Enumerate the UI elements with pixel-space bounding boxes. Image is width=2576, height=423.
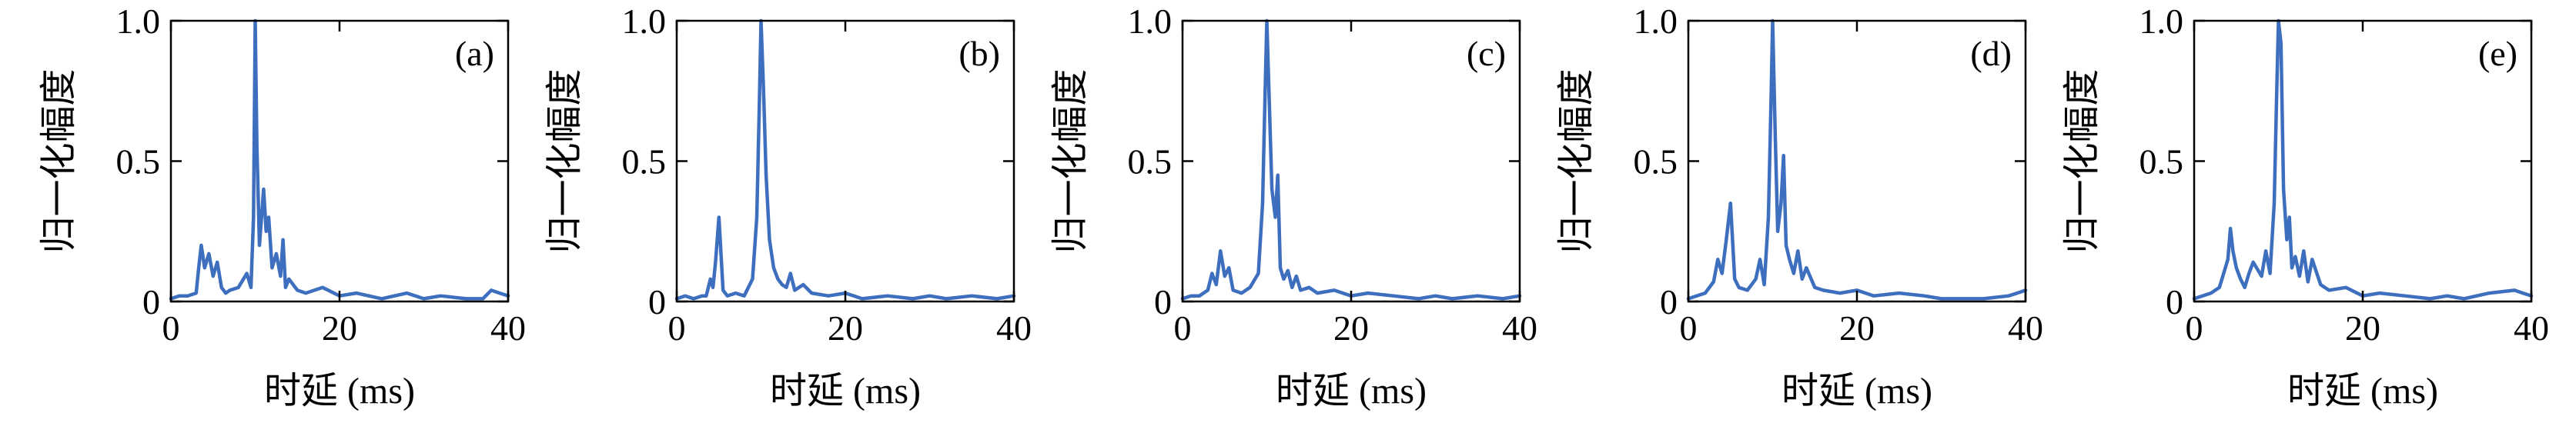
y-axis-title: 归一化幅度	[1050, 68, 1091, 253]
y-axis-title: 归一化幅度	[1556, 68, 1597, 253]
chart-panel-4: 0 20 40 0 0.5 1.0 时延 (ms) 归一化幅度 (d)	[1556, 2, 2043, 411]
panel-label: (a)	[455, 34, 494, 73]
y-tick-label: 0	[2166, 282, 2183, 321]
y-axis-title: 归一化幅度	[38, 68, 79, 253]
x-axis-title: 时延 (ms)	[264, 371, 415, 411]
x-tick-label: 40	[2008, 308, 2043, 348]
x-tick-label: 40	[490, 308, 526, 348]
x-tick-label: 0	[1680, 308, 1698, 348]
x-tick-label: 40	[2514, 308, 2549, 348]
x-tick-label: 40	[1502, 308, 1537, 348]
chart-panel-2: 0 20 40 0 0.5 1.0 时延 (ms) 归一化幅度 (b)	[544, 2, 1032, 411]
chart-panel-5: 0 20 40 0 0.5 1.0 时延 (ms) 归一化幅度 (e)	[2062, 2, 2549, 411]
y-tick-label: 0	[142, 282, 160, 321]
x-axis-title: 时延 (ms)	[2287, 371, 2438, 411]
y-tick-label: 0	[1660, 282, 1678, 321]
panel-label: (c)	[1467, 34, 1506, 73]
y-tick-label: 0.5	[2139, 142, 2184, 182]
x-tick-label: 20	[1839, 308, 1875, 348]
y-axis-title: 归一化幅度	[544, 68, 585, 253]
y-tick-label: 0.5	[1128, 142, 1173, 182]
y-tick-label: 0	[648, 282, 666, 321]
chart-panel-3: 0 20 40 0 0.5 1.0 时延 (ms) 归一化幅度 (c)	[1050, 2, 1537, 411]
x-tick-label: 40	[996, 308, 1032, 348]
series-line	[1180, 18, 1522, 301]
panel-label: (e)	[2478, 34, 2517, 73]
x-tick-label: 20	[322, 308, 357, 348]
y-tick-label: 0.5	[116, 142, 161, 182]
x-tick-label: 20	[828, 308, 863, 348]
y-tick-label: 1.0	[116, 2, 161, 41]
x-axis-title: 时延 (ms)	[1276, 371, 1427, 411]
series-line	[2192, 18, 2534, 301]
y-tick-label: 0	[1154, 282, 1172, 321]
x-tick-label: 0	[162, 308, 180, 348]
y-tick-label: 1.0	[1128, 2, 1173, 41]
x-axis-title: 时延 (ms)	[1781, 371, 1932, 411]
y-tick-label: 0.5	[622, 142, 667, 182]
x-tick-label: 0	[668, 308, 686, 348]
y-tick-label: 0.5	[1634, 142, 1678, 182]
x-tick-label: 0	[1174, 308, 1192, 348]
x-axis-title: 时延 (ms)	[770, 371, 921, 411]
y-tick-label: 1.0	[1634, 2, 1678, 41]
y-axis-title: 归一化幅度	[2062, 68, 2103, 253]
series-line	[674, 18, 1016, 301]
panel-label: (d)	[1970, 34, 2012, 73]
panel-label: (b)	[958, 34, 1000, 73]
y-tick-label: 1.0	[2139, 2, 2184, 41]
x-tick-label: 0	[2186, 308, 2203, 348]
x-tick-label: 20	[1333, 308, 1369, 348]
x-tick-label: 20	[2345, 308, 2380, 348]
chart-panel-1: 0 20 40 0 0.5 1.0 时延 (ms) 归一化幅度 (a)	[38, 2, 526, 411]
series-line	[1686, 18, 2028, 301]
y-tick-label: 1.0	[622, 2, 667, 41]
series-line	[169, 18, 510, 301]
